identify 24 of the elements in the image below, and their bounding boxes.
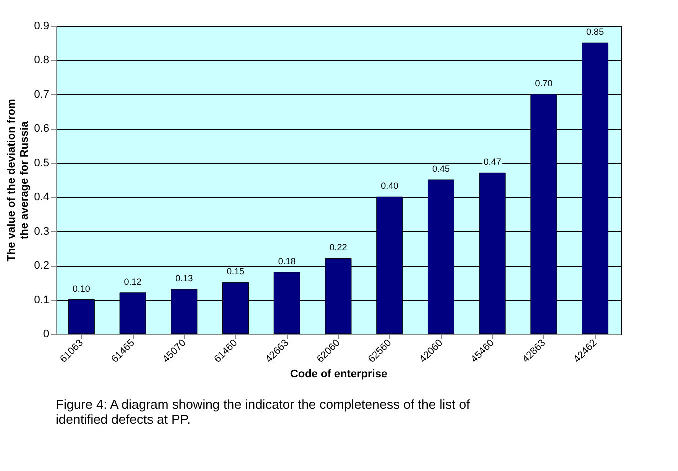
y-tick-label: 0.2 (34, 260, 50, 272)
data-label: 0.13 (176, 274, 194, 284)
data-label: 0.45 (432, 164, 450, 174)
caption: Figure 4: A diagram showing the indicator the completeness of the list of identified defects at PP. (56, 397, 470, 428)
data-label: 0.10 (72, 284, 90, 294)
y-tick-label: 0.9 (34, 20, 50, 32)
data-label: 0.70 (535, 78, 553, 88)
y-tick-label: 0.8 (34, 54, 50, 67)
data-label: 0.47 (484, 157, 502, 168)
data-label: 0.85 (586, 27, 604, 38)
data-label: 0.15 (227, 266, 245, 277)
y-axis-title: The value of the deviation from the average for Russia (6, 98, 32, 262)
y-tick-label: 0.3 (34, 226, 50, 238)
y-tick-label: 0 (43, 328, 50, 340)
data-label: 0.40 (381, 181, 399, 192)
y-tick-label: 0.7 (34, 88, 50, 101)
data-label: 0.12 (124, 276, 142, 287)
y-tick-label: 0.1 (34, 294, 50, 306)
y-tick-label: 0.5 (34, 157, 50, 170)
y-tick-label: 0.6 (34, 123, 50, 136)
data-label: 0.18 (278, 256, 296, 266)
x-axis-title: Code of enterprise (290, 368, 388, 381)
data-label: 0.22 (330, 242, 348, 253)
y-tick-label: 0.4 (34, 192, 50, 204)
